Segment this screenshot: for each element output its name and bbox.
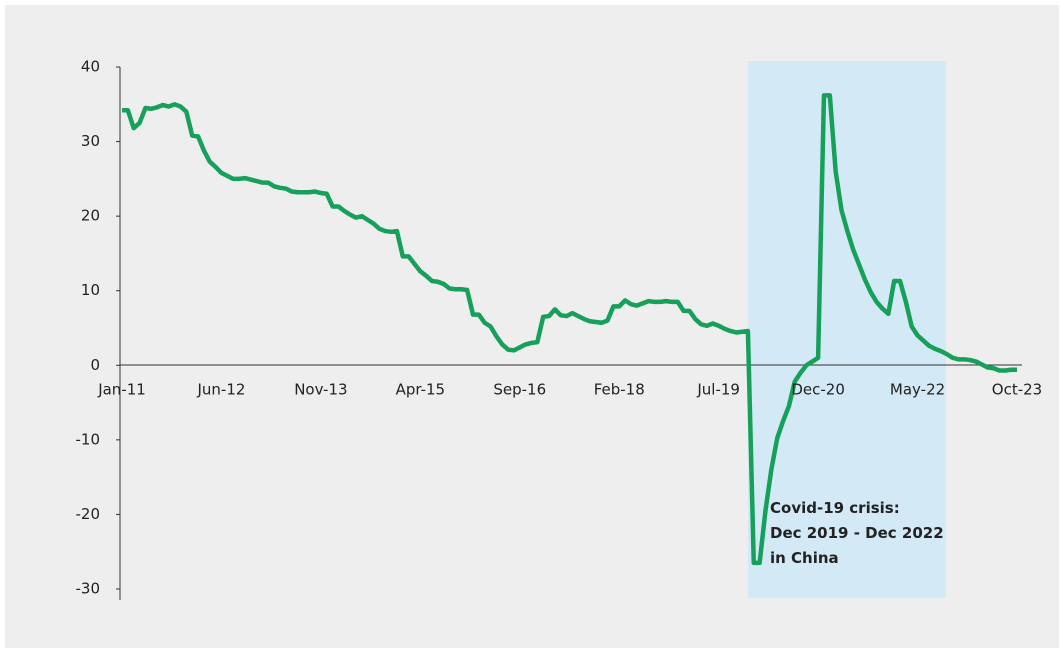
x-tick-label: Jun-12 (196, 381, 245, 399)
y-tick-label: 20 (81, 207, 100, 225)
x-tick-label: Jul-19 (696, 381, 740, 399)
x-tick-label: Nov-13 (294, 381, 347, 399)
x-tick-label: May-22 (890, 381, 945, 399)
x-tick-label: Dec-20 (791, 381, 845, 399)
x-tick-label: Oct-23 (992, 381, 1042, 399)
y-tick-label: -20 (76, 505, 101, 523)
marks (122, 93, 1017, 566)
y-tick-label: 10 (81, 281, 100, 299)
y-tick-label: -30 (76, 580, 101, 598)
y-tick-label: 40 (81, 58, 100, 76)
annotation: in China (770, 549, 839, 567)
annotation: Dec 2019 - Dec 2022 (770, 524, 944, 542)
y-tick-label: 0 (90, 356, 100, 374)
y-tick-label: 30 (81, 132, 100, 150)
x-tick-label: Apr-15 (396, 381, 446, 399)
y-tick-label: -10 (76, 430, 101, 448)
line (122, 93, 1017, 566)
x-tick-label: Jan-11 (97, 381, 146, 399)
x-tick-label: Feb-18 (594, 381, 645, 399)
annotation: Covid-19 crisis: (770, 499, 900, 517)
x-tick-label: Sep-16 (493, 381, 546, 399)
